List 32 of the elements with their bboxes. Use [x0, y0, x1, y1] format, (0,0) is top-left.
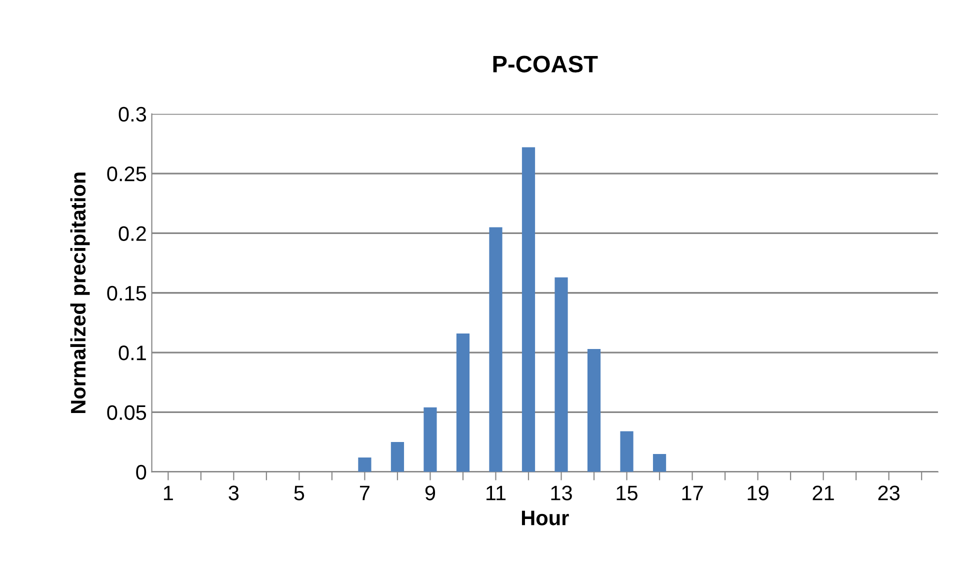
x-tick-label: 17: [682, 486, 703, 500]
x-axis-title: Hour: [522, 510, 569, 526]
x-tick-label: 21: [812, 486, 834, 500]
bar: [554, 277, 568, 472]
x-tick-label: 1: [164, 486, 173, 500]
x-tick-label: 23: [878, 486, 900, 500]
x-tick-label: 15: [616, 486, 638, 500]
y-tick-label: 0.15: [107, 286, 146, 301]
x-tick-label: 11: [486, 486, 506, 500]
y-tick-label: 0: [136, 464, 146, 480]
y-tick-label: 0.3: [118, 106, 146, 122]
bar: [522, 147, 536, 472]
x-tick-label: 3: [228, 486, 239, 500]
bar: [390, 442, 404, 472]
x-tick-label: 9: [425, 486, 436, 500]
y-tick-label: 0.2: [118, 226, 146, 241]
y-tick-label: 0.1: [118, 346, 146, 360]
x-tick-label: 13: [551, 486, 572, 500]
y-axis-title: Normalized precipitation: [70, 172, 90, 414]
x-tick-label: 7: [360, 486, 370, 500]
bar: [456, 333, 470, 472]
y-tick-label: 0.25: [107, 166, 146, 182]
bar: [652, 454, 666, 472]
y-tick-label: 0.05: [107, 405, 146, 420]
bar: [424, 407, 437, 472]
bar: [489, 227, 502, 472]
chart-title: P-COAST: [493, 56, 598, 72]
bar: [587, 348, 601, 472]
bar: [358, 458, 372, 472]
x-tick-label: 19: [748, 486, 768, 500]
bar: [620, 431, 634, 472]
x-tick-label: 5: [294, 486, 304, 500]
